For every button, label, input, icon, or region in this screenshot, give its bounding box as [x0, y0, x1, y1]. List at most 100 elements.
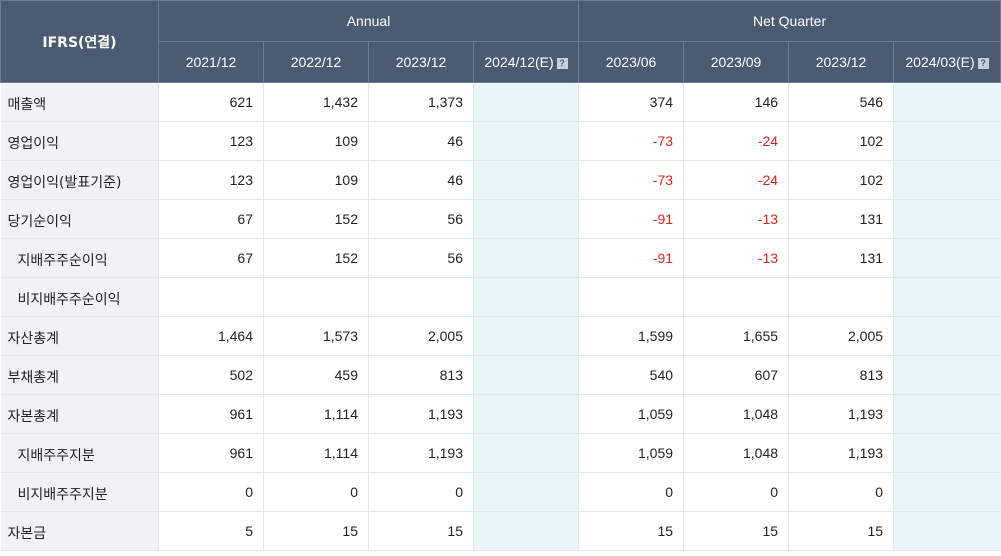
- table-cell: [893, 511, 1001, 551]
- table-cell: 0: [788, 472, 894, 512]
- row-label[interactable]: 영업이익(발표기준): [0, 160, 159, 200]
- period-header: 2023/09: [683, 41, 790, 83]
- table-cell: [472, 394, 579, 434]
- table-cell: [893, 433, 1001, 473]
- table-cell: [893, 121, 1001, 161]
- table-cell: 0: [683, 472, 789, 512]
- table-cell: [472, 433, 579, 473]
- table-cell: 1,059: [578, 394, 684, 434]
- table-cell: [893, 472, 1001, 512]
- table-cell: 46: [368, 160, 474, 200]
- table-cell: [472, 160, 579, 200]
- table-cell: 1,432: [263, 82, 369, 122]
- table-cell: -91: [578, 199, 684, 239]
- table-cell: [472, 82, 579, 122]
- table-cell: 1,193: [788, 433, 894, 473]
- table-cell: 1,059: [578, 433, 684, 473]
- table-cell: 1,048: [683, 433, 789, 473]
- table-cell: [472, 511, 579, 551]
- row-label[interactable]: 자본금: [0, 511, 159, 551]
- table-row: 영업이익(발표기준) 123 109 46 -73 -24 102: [0, 160, 1001, 200]
- row-label[interactable]: 비지배주주지분: [0, 472, 159, 512]
- period-label: 2023/12: [815, 54, 867, 70]
- table-cell: 102: [788, 121, 894, 161]
- table-cell: -24: [683, 160, 789, 200]
- table-row: 당기순이익 67 152 56 -91 -13 131: [0, 199, 1001, 239]
- table-cell: [472, 199, 579, 239]
- table-cell: 15: [368, 511, 474, 551]
- table-row: 부채총계 502 459 813 540 607 813: [0, 355, 1001, 395]
- period-header-estimate: 2024/12(E)?: [472, 41, 580, 83]
- row-label[interactable]: 당기순이익: [0, 199, 159, 239]
- table-cell: 152: [263, 199, 369, 239]
- table-cell: 1,114: [263, 394, 369, 434]
- table-cell: 813: [788, 355, 894, 395]
- table-cell: 15: [683, 511, 789, 551]
- table-cell: [683, 277, 789, 317]
- period-header: 2021/12: [158, 41, 264, 83]
- table-cell: [472, 355, 579, 395]
- table-cell: 459: [263, 355, 369, 395]
- row-label[interactable]: 자산총계: [0, 316, 159, 356]
- table-cell: 961: [158, 394, 264, 434]
- table-cell: [472, 277, 579, 317]
- period-label: 2023/09: [710, 54, 762, 70]
- table-cell: 131: [788, 238, 894, 278]
- table-cell: 15: [788, 511, 894, 551]
- table-row: 자본금 5 15 15 15 15 15: [0, 511, 1001, 551]
- row-label[interactable]: 매출액: [0, 82, 159, 122]
- question-icon[interactable]: ?: [977, 58, 989, 69]
- row-label[interactable]: 지배주주지분: [0, 433, 159, 473]
- table-cell: -13: [683, 199, 789, 239]
- table-cell: -73: [578, 160, 684, 200]
- table-cell: 15: [263, 511, 369, 551]
- table-cell: 540: [578, 355, 684, 395]
- table-cell: [158, 277, 264, 317]
- table-cell: 56: [368, 199, 474, 239]
- table-cell: 1,655: [683, 316, 789, 356]
- period-label: 2023/06: [605, 54, 657, 70]
- period-header: 2023/06: [578, 41, 685, 83]
- period-header: 2023/12: [368, 41, 474, 83]
- table-cell: 0: [158, 472, 264, 512]
- row-label[interactable]: 자본총계: [0, 394, 159, 434]
- table-cell: [893, 277, 1001, 317]
- table-cell: 374: [578, 82, 684, 122]
- table-cell: 621: [158, 82, 264, 122]
- table-cell: 56: [368, 238, 474, 278]
- table-cell: [472, 472, 579, 512]
- table-cell: 152: [263, 238, 369, 278]
- period-label: 2024/12(E): [484, 54, 554, 70]
- table-cell: 15: [578, 511, 684, 551]
- table-cell: [893, 82, 1001, 122]
- table-cell: [788, 277, 894, 317]
- row-label[interactable]: 비지배주주순이익: [0, 277, 159, 317]
- table-cell: 1,573: [263, 316, 369, 356]
- question-icon[interactable]: ?: [556, 58, 568, 69]
- table-cell: 109: [263, 160, 369, 200]
- table-cell: [893, 355, 1001, 395]
- table-cell: 1,599: [578, 316, 684, 356]
- table-cell: 131: [788, 199, 894, 239]
- table-cell: [368, 277, 474, 317]
- table-cell: [472, 238, 579, 278]
- table-cell: 546: [788, 82, 894, 122]
- period-label: 2024/03(E): [905, 54, 975, 70]
- period-header-estimate: 2024/03(E)?: [893, 41, 1001, 83]
- table-cell: [893, 316, 1001, 356]
- row-label[interactable]: 부채총계: [0, 355, 159, 395]
- table-cell: [893, 199, 1001, 239]
- table-cell: 46: [368, 121, 474, 161]
- table-cell: 502: [158, 355, 264, 395]
- period-label: 2021/12: [185, 54, 237, 70]
- table-cell: 102: [788, 160, 894, 200]
- period-label: 2023/12: [395, 54, 447, 70]
- table-cell: 1,193: [368, 394, 474, 434]
- table-row: 자본총계 961 1,114 1,193 1,059 1,048 1,193: [0, 394, 1001, 434]
- row-label[interactable]: 영업이익: [0, 121, 159, 161]
- table-cell: 2,005: [368, 316, 474, 356]
- table-cell: 607: [683, 355, 789, 395]
- table-cell: 123: [158, 160, 264, 200]
- row-label[interactable]: 지배주주순이익: [0, 238, 159, 278]
- table-cell: 146: [683, 82, 789, 122]
